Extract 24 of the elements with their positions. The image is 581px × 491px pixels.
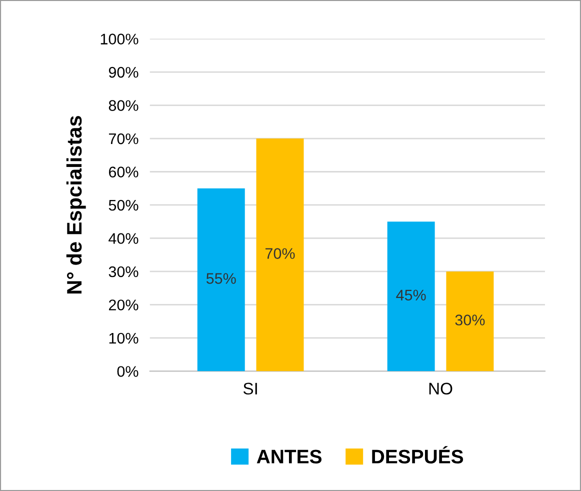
legend-label: ANTES [256, 450, 322, 464]
y-tick-label: 70% [108, 133, 138, 144]
bar [446, 271, 494, 372]
data-label: 70% [266, 248, 295, 259]
y-tick-label: 20% [108, 300, 138, 310]
y-tick-label: 50% [108, 200, 138, 211]
bar [256, 138, 304, 372]
y-tick-label: 10% [109, 332, 138, 344]
y-tick-label: 60% [108, 166, 138, 178]
legend-label: DESPUÉS [372, 446, 464, 464]
x-tick-label: NO [429, 382, 452, 395]
y-tick-label: 90% [108, 66, 138, 78]
x-tick-label: SI [243, 382, 257, 395]
y-tick-label: 100% [100, 34, 138, 44]
data-label: 30% [455, 314, 485, 326]
bar [387, 222, 435, 372]
y-tick-label: 80% [108, 100, 138, 111]
bar [197, 188, 245, 372]
y-axis-title: N° de Espcialistas [66, 116, 86, 294]
y-tick-label: 0% [117, 366, 138, 377]
data-label: 55% [206, 273, 236, 284]
data-label: 45% [396, 290, 426, 301]
y-tick-label: 30% [108, 266, 138, 278]
y-tick-label: 40% [108, 233, 138, 244]
